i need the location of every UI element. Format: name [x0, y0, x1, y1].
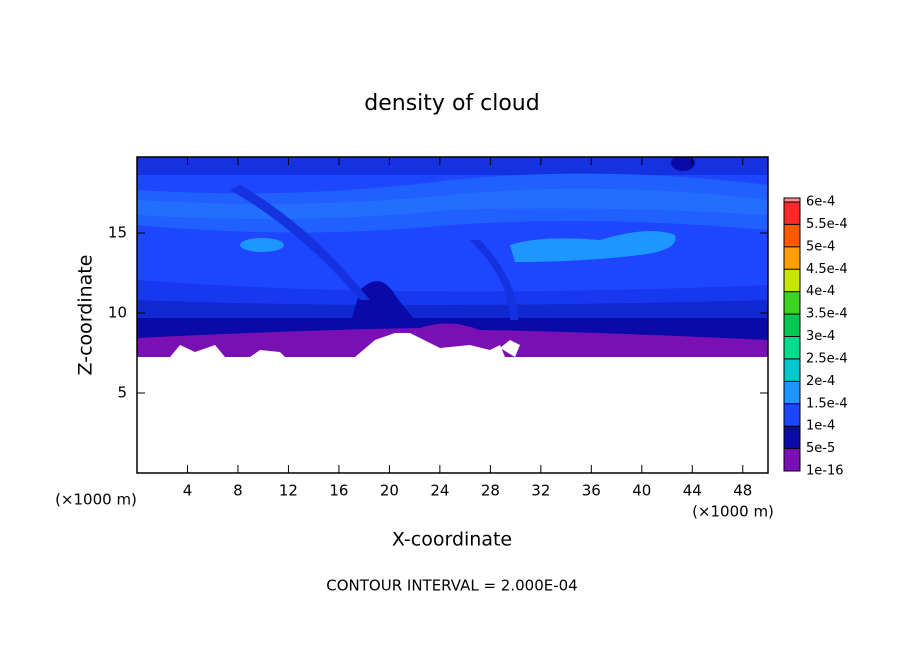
colorbar-label: 5e-4: [806, 239, 835, 254]
y-tick-label: 15: [108, 224, 127, 242]
colorbar-label: 3e-4: [806, 329, 835, 344]
colorbar-label: 5.5e-4: [806, 217, 848, 232]
y-tick-label: 10: [108, 304, 127, 322]
plot-frame: [136, 156, 769, 474]
colorbar-label: 4e-4: [806, 284, 835, 299]
colorbar-label: 1.5e-4: [806, 396, 848, 411]
x-axis-label: X-coordinate: [392, 529, 512, 551]
colorbar-band: [784, 403, 800, 427]
colorbar-band: [784, 336, 800, 359]
x-tick-label: 4: [183, 482, 193, 500]
x-tick-label: 36: [582, 482, 601, 500]
x-tick-label: 8: [233, 482, 243, 500]
colorbar-band: [784, 358, 800, 382]
x-tick-label: 28: [481, 482, 500, 500]
colorbar-label: 5e-5: [806, 441, 835, 456]
x-unit: (×1000 m): [692, 503, 774, 521]
colorbar-band: [784, 314, 800, 337]
colorbar-band: [784, 224, 800, 247]
footer-note: CONTOUR INTERVAL = 2.000E-04: [326, 577, 577, 595]
x-tick-label: 20: [380, 482, 399, 500]
chart-title: density of cloud: [364, 91, 539, 116]
x-tick-label: 24: [430, 482, 449, 500]
x-tick-label: 48: [733, 482, 752, 500]
colorbar-label: 3.5e-4: [806, 307, 848, 322]
x-tick-label: 44: [683, 482, 702, 500]
colorbar-band: [784, 381, 800, 404]
colorbar-band: [784, 426, 800, 449]
colorbar-top: [784, 198, 800, 202]
x-tick-label: 32: [531, 482, 550, 500]
colorbar-band: [784, 448, 800, 471]
x-tick-label: 16: [329, 482, 348, 500]
x-tick-label: 12: [279, 482, 298, 500]
colorbar-label: 2e-4: [806, 374, 835, 389]
y-axis-label: Z-coordinate: [75, 255, 97, 376]
colorbar-band: [784, 246, 800, 270]
colorbar-label: 2.5e-4: [806, 351, 848, 366]
colorbar-label: 6e-4: [806, 195, 835, 210]
colorbar-label: 1e-4: [806, 419, 835, 434]
x-tick-label: 40: [632, 482, 651, 500]
colorbar-label: 4.5e-4: [806, 262, 848, 277]
colorbar-band: [784, 291, 800, 315]
colorbar-band: [784, 269, 800, 292]
y-unit: (×1000 m): [55, 491, 137, 509]
colorbar-band: [784, 202, 800, 225]
colorbar-label: 1e-16: [806, 464, 844, 479]
y-tick-label: 5: [117, 384, 127, 402]
contour-field: [137, 157, 768, 473]
